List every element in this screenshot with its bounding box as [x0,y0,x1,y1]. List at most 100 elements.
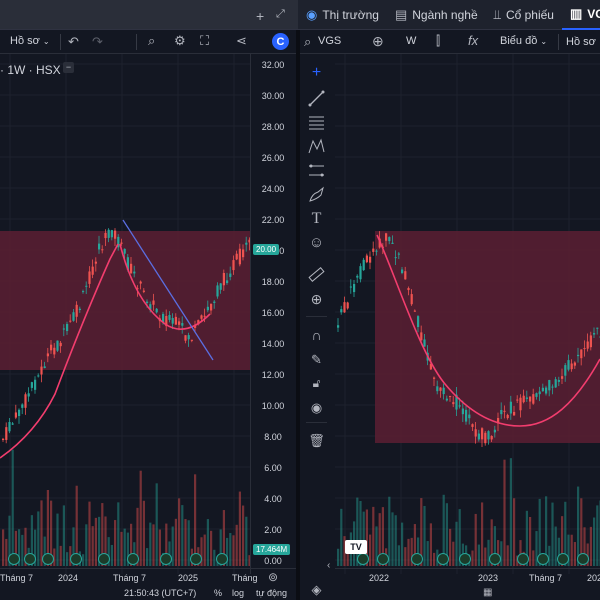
left-price-axis[interactable]: 32.00 30.00 28.00 26.00 24.00 22.00 20.00 18.00… [250,54,296,574]
volume-bar [104,516,107,566]
tab-nganh-nghe[interactable]: ▤ Ngành nghề [387,0,486,30]
logo-icon[interactable]: C [272,33,289,50]
pattern-tool-icon[interactable] [308,138,325,155]
collapse-toolbar-icon[interactable]: ‹ [327,560,331,571]
y-tick: 16.00 [261,308,285,318]
candle-body [589,335,592,348]
indicators-icon[interactable]: fx [468,33,479,48]
symbol-search[interactable]: VGS [318,35,342,47]
right-price-chart[interactable] [335,54,600,574]
fullscreen-icon[interactable]: ⛶ [200,33,210,48]
eye-icon[interactable]: ◉ [310,399,323,415]
tab-vgs[interactable]: ▥ VGS ( [561,0,600,30]
magnet-icon[interactable]: ∩ [311,326,322,343]
undo-icon[interactable]: ↶ [68,34,79,49]
volume-bar [187,520,190,566]
zoom-in-icon[interactable]: ⊕ [310,291,323,307]
log-toggle[interactable]: log [232,588,245,598]
candle-body [30,382,33,388]
earnings-marker[interactable] [489,553,501,565]
earnings-marker[interactable] [42,553,54,565]
trash-icon[interactable]: 🗑︎ [308,432,325,448]
trendline-tool-icon[interactable] [308,90,325,107]
trend-line[interactable] [122,219,214,361]
zoom-search-icon[interactable]: ⌕ [148,33,156,48]
volume-bar [474,513,477,566]
collapse-icon[interactable]: − [63,62,74,73]
earnings-marker[interactable] [577,553,589,565]
earnings-marker[interactable] [377,553,389,565]
volume-bar [235,524,238,566]
candle-body [481,428,484,440]
candle-body [337,325,340,328]
axis-settings-icon[interactable]: ⊚ [268,570,279,584]
earnings-marker[interactable] [8,553,20,565]
earnings-marker[interactable] [98,553,110,565]
earnings-marker[interactable] [437,553,449,565]
volume-bar [120,531,123,566]
volume-bar [449,528,452,566]
calendar-icon[interactable]: ▦ [483,587,493,598]
lock-drawing-icon[interactable]: ✎ [311,351,322,367]
profile-menu[interactable]: Hồ sơ ⌄ [10,35,50,47]
profile-menu[interactable]: Hồ sơ ⌄ [566,35,600,48]
percent-toggle[interactable]: % [214,588,223,598]
add-symbol-icon[interactable]: ⊕ [372,33,384,49]
earnings-marker[interactable] [517,553,529,565]
candle-body [200,315,203,319]
earnings-marker[interactable] [216,553,228,565]
earnings-marker[interactable] [411,553,423,565]
text-tool-icon[interactable]: T [311,209,322,227]
candle-body [359,266,362,280]
candle-body [226,280,229,284]
volume-bar [426,541,429,566]
earnings-marker[interactable] [357,553,369,565]
layers-icon[interactable]: ◈ [311,581,322,597]
interval-button[interactable]: W [406,35,417,47]
toolbar-divider [136,34,137,50]
chart-type-menu[interactable]: Biểu đồ ⌄ [500,35,547,47]
earnings-marker[interactable] [24,553,36,565]
candle-body [104,232,107,239]
projection-tool-icon[interactable] [308,162,325,179]
share-icon[interactable]: ⋖ [236,33,247,48]
search-icon[interactable]: ⌕ [304,34,312,49]
right-time-axis[interactable]: 2022 2023 Tháng 7 202 [335,568,600,586]
expand-icon[interactable]: ⤢ [276,8,285,20]
tradingview-logo[interactable]: TV [345,540,367,554]
plus-icon[interactable]: + [256,8,265,24]
lock-icon[interactable]: 🔓︎ [312,376,321,390]
candle-body [564,365,567,376]
emoji-icon[interactable]: ☺ [308,234,325,251]
candles-icon[interactable]: ⫿ [436,33,441,48]
ruler-icon[interactable] [308,266,325,283]
candle-body [465,409,468,422]
candle-body [53,347,56,355]
earnings-marker[interactable] [127,553,139,565]
candle-body [417,316,420,328]
volume-bar [397,545,400,566]
earnings-marker[interactable] [160,553,172,565]
brush-tool-icon[interactable] [308,186,325,203]
candle-body [401,269,404,274]
left-price-chart[interactable] [0,54,250,574]
gear-icon[interactable]: ⚙ [174,33,186,48]
earnings-marker[interactable] [459,553,471,565]
crosshair-icon[interactable]: + [311,63,322,81]
earnings-marker[interactable] [70,553,82,565]
volume-bar [589,526,592,566]
earnings-marker[interactable] [557,553,569,565]
volume-bar [391,512,394,566]
tab-co-phieu[interactable]: ⫫ Cổ phiếu [486,0,562,30]
volume-bar [538,498,541,566]
earnings-marker[interactable] [190,553,202,565]
candle-body [404,271,407,280]
fib-tool-icon[interactable] [308,114,325,131]
split-divider[interactable] [296,30,300,600]
redo-icon[interactable]: ↷ [92,34,103,49]
y-tick: 6.00 [264,463,282,473]
left-time-axis[interactable]: Tháng 7 2024 Tháng 7 2025 Tháng ⊚ [0,568,296,586]
earnings-marker[interactable] [537,553,549,565]
auto-toggle[interactable]: tự động [256,588,288,598]
tab-thi-truong[interactable]: ◉ Thị trường [298,0,387,30]
